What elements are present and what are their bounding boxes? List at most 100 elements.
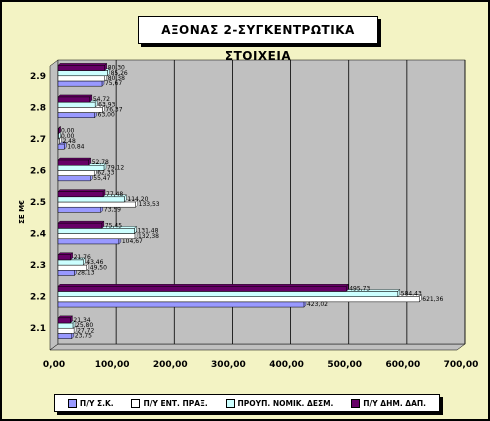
bar xyxy=(57,270,75,276)
bar-value-label: 73,59 xyxy=(104,206,121,213)
bar-value-label: 79,12 xyxy=(107,164,124,171)
bar xyxy=(57,170,95,176)
bar-value-label: 21,34 xyxy=(73,317,90,324)
legend-swatch-pdd xyxy=(351,398,361,408)
bar xyxy=(57,138,60,145)
bar-top-face xyxy=(57,63,108,66)
bar xyxy=(57,101,96,108)
bar-value-label: 28,13 xyxy=(77,270,94,277)
bar-value-label: 495,73 xyxy=(349,285,370,292)
bar-top-face xyxy=(57,189,106,192)
bar-top-face xyxy=(57,284,349,287)
chart-title: ΑΞΟΝΑΣ 2-ΣΥΓΚΕΝΤΡΩΤΙΚΑ ΣΤΟΙΧΕΙΑ xyxy=(138,16,378,63)
bar-value-label: 80,38 xyxy=(108,75,125,82)
legend-item-pdd: Π/Υ ΔΗΜ. ΔΑΠ. xyxy=(351,398,427,408)
bar-top-face xyxy=(57,220,105,224)
bar-top-face xyxy=(57,252,74,255)
bar xyxy=(57,301,305,308)
bar-value-label: 133,53 xyxy=(139,201,160,208)
bar xyxy=(57,191,104,198)
legend-label-proyp: ΠΡΟΥΠ. ΝΟΜΙΚ. ΔΕΣΜ. xyxy=(237,398,334,408)
bar-value-label: 63,00 xyxy=(98,112,115,119)
bar-value-label: 63,93 xyxy=(98,101,115,108)
x-tick-label: 700,00 xyxy=(444,360,479,370)
legend-label-pdd: Π/Υ ΔΗΜ. ΔΑΠ. xyxy=(363,398,427,408)
bar-top-face xyxy=(57,315,73,319)
bar-top-face xyxy=(57,157,92,161)
bar xyxy=(57,128,59,134)
bar-value-label: 43,46 xyxy=(86,259,103,266)
bar xyxy=(57,175,91,182)
bar-value-label: 132,38 xyxy=(138,233,159,240)
legend-swatch-pent xyxy=(131,398,141,408)
x-tick-label: 200,00 xyxy=(153,360,188,370)
bar xyxy=(57,254,71,261)
bar-value-label: 27,72 xyxy=(77,327,94,334)
y-tick-label: 2.6 xyxy=(30,166,46,176)
legend-label-pent: Π/Υ ΕΝΤ. ΠΡΑΞ. xyxy=(143,398,208,408)
bar xyxy=(57,201,136,208)
bar xyxy=(57,238,120,245)
bar xyxy=(57,143,65,150)
bar-value-label: 54,72 xyxy=(93,96,110,103)
bar-value-label: 10,84 xyxy=(67,143,84,150)
bar xyxy=(57,333,73,339)
bar-value-label: 75,67 xyxy=(105,80,122,87)
bar xyxy=(57,296,420,303)
x-tick-label: 0,00 xyxy=(43,360,65,370)
bar-value-label: 104,67 xyxy=(122,238,143,245)
bar xyxy=(57,206,102,213)
y-tick-label: 2.7 xyxy=(30,135,46,145)
legend-swatch-proyp xyxy=(225,398,235,408)
x-tick-label: 500,00 xyxy=(327,360,362,370)
bar-value-label: 621,36 xyxy=(422,296,443,303)
y-tick-label: 2.5 xyxy=(30,198,46,208)
bar xyxy=(57,133,59,140)
bar xyxy=(57,75,105,82)
plot-floor xyxy=(49,343,466,351)
legend-item-proyp: ΠΡΟΥΠ. ΝΟΜΙΚ. ΔΕΣΜ. xyxy=(225,398,334,408)
bar-value-label: 131,48 xyxy=(137,228,158,235)
chart-legend: Π/Υ Σ.Κ. Π/Υ ΕΝΤ. ΠΡΑΞ. ΠΡΟΥΠ. ΝΟΜΙΚ. ΔΕ… xyxy=(54,394,440,412)
bar-value-label: 0,00 xyxy=(61,128,75,135)
bar-value-label: 75,45 xyxy=(105,222,122,229)
x-tick-label: 600,00 xyxy=(385,360,420,370)
bar-top-face xyxy=(57,94,93,98)
bar-value-label: 85,26 xyxy=(111,70,128,77)
bar xyxy=(57,96,91,103)
bar xyxy=(57,80,103,87)
x-tick-labels: 0,00 100,00 200,00 300,00 400,00 500,00 600,00… xyxy=(43,360,478,370)
y-tick-label: 2.3 xyxy=(30,261,46,271)
bar-value-label: 25,80 xyxy=(76,322,93,329)
bar-marks xyxy=(57,62,422,340)
bar-value-label: 584,43 xyxy=(401,291,422,298)
x-tick-label: 400,00 xyxy=(269,360,304,370)
x-tick-label: 300,00 xyxy=(211,360,246,370)
y-tick-labels: 2.1 2.2 2.3 2.4 2.5 2.6 2.7 2.8 2.9 xyxy=(30,72,46,334)
legend-label-psk: Π/Υ Σ.Κ. xyxy=(79,398,114,408)
bar-value-label: 76,37 xyxy=(105,107,122,114)
bar xyxy=(57,65,105,71)
bar-value-label: 55,47 xyxy=(93,175,110,182)
bar-value-label: 0,00 xyxy=(61,133,75,140)
bar-value-label: 49,50 xyxy=(90,264,107,271)
bar xyxy=(57,228,135,234)
bar-value-label: 62,33 xyxy=(97,170,114,177)
y-tick-label: 2.4 xyxy=(30,230,46,240)
bar xyxy=(57,159,89,166)
y-axis-label: ΣΕ Μ€ xyxy=(18,200,26,224)
bar xyxy=(57,107,103,113)
bar-value-label: 21,76 xyxy=(74,254,91,261)
y-tick-label: 2.9 xyxy=(30,72,46,82)
bar xyxy=(57,291,399,297)
legend-item-pent: Π/Υ ΕΝΤ. ΠΡΑΞ. xyxy=(131,398,208,408)
bar xyxy=(57,317,71,324)
bar-value-label: 52,78 xyxy=(92,159,109,166)
bar-value-label: 80,30 xyxy=(108,65,125,72)
bar-value-label: 2,48 xyxy=(62,138,76,145)
legend-item-psk: Π/Υ Σ.Κ. xyxy=(67,398,114,408)
bar xyxy=(57,112,95,118)
